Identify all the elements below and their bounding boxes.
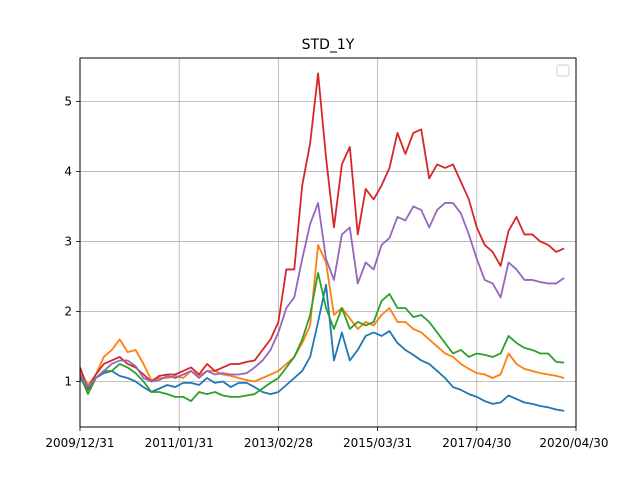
- x-tick-label: 2011/01/31: [145, 436, 214, 450]
- x-tick-label: 2015/03/31: [343, 436, 412, 450]
- series-line-3: [79, 272, 565, 402]
- y-axis: 1 2 3 4 5: [64, 94, 80, 388]
- chart-title: STD_1Y: [302, 37, 355, 53]
- plot-frame: [79, 57, 577, 428]
- series-line-4: [79, 72, 565, 390]
- y-tick-label: 3: [64, 234, 72, 248]
- x-tick-label: 2017/04/30: [442, 436, 511, 450]
- y-tick-label: 2: [64, 304, 72, 318]
- y-tick-label: 5: [64, 94, 72, 108]
- series-line-1: [79, 283, 565, 412]
- x-tick-label: 2013/02/28: [244, 436, 313, 450]
- y-tick-label: 1: [64, 374, 72, 388]
- legend-box: [556, 64, 570, 77]
- x-tick-label: 2020/04/30: [539, 436, 608, 450]
- series-layer: [79, 72, 565, 412]
- x-axis: 2009/12/31 2011/01/31 2013/02/28 2015/03/31…: [45, 427, 609, 450]
- series-line-5: [79, 202, 565, 388]
- y-tick-label: 4: [64, 164, 72, 178]
- x-tick-label: 2009/12/31: [45, 436, 114, 450]
- series-line-2: [79, 244, 565, 386]
